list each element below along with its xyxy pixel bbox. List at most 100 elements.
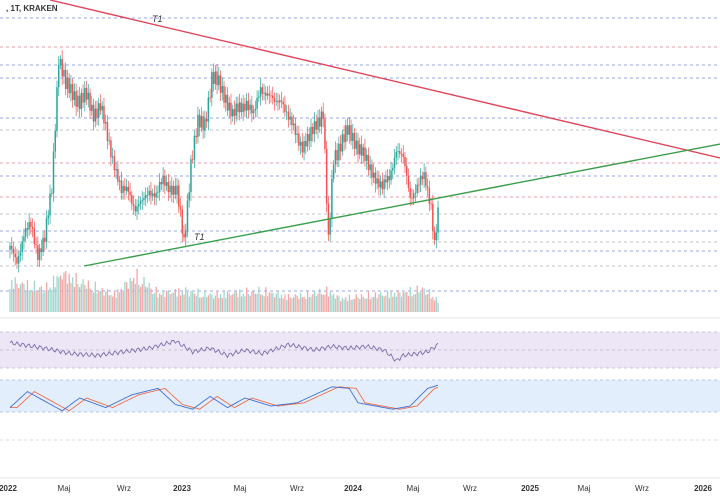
- volume-bar: [32, 291, 34, 312]
- volume-bar: [266, 296, 269, 312]
- candle-body: [171, 185, 173, 195]
- candle-body: [211, 72, 213, 98]
- x-tick-label: Maj: [578, 484, 591, 493]
- volume-bar: [385, 295, 387, 312]
- candle-body: [176, 185, 178, 195]
- candle-body: [411, 197, 413, 199]
- volume-bar: [390, 291, 392, 312]
- x-axis: 2022 Maj Wrz 2023 Maj Wrz 2024 Maj Wrz 2025 Maj Wrz…: [0, 477, 720, 493]
- x-tick-label: Wrz: [635, 484, 649, 493]
- volume-bar: [294, 294, 297, 312]
- volume-bar: [242, 293, 244, 312]
- symbol-label: , 1T, KRAKEN: [6, 4, 58, 13]
- candle-body: [435, 232, 438, 241]
- volume-bar: [320, 294, 323, 312]
- candle-body: [237, 103, 239, 113]
- volume-bar: [124, 281, 126, 312]
- volume-bar: [430, 298, 432, 312]
- volume-bar: [256, 293, 258, 312]
- candle-body: [37, 245, 39, 260]
- candle-body: [17, 255, 20, 264]
- volume-bar: [16, 283, 18, 312]
- volume-bar: [199, 297, 201, 312]
- candle-body: [24, 228, 27, 237]
- candle-body: [204, 118, 206, 131]
- volume-bar: [171, 293, 173, 312]
- volume-bar: [366, 298, 368, 312]
- trendlines[interactable]: T1 T1: [0, 0, 720, 319]
- candle-body: [75, 91, 77, 107]
- volume-bar: [79, 287, 81, 312]
- candle-body: [369, 164, 371, 171]
- volume-bar: [148, 282, 150, 312]
- volume-bar: [406, 291, 408, 312]
- candle-body: [59, 58, 62, 65]
- volume-bar: [360, 294, 363, 312]
- volume-bar: [362, 296, 364, 312]
- volume-bar: [367, 291, 370, 312]
- candle-body: [332, 164, 335, 179]
- candle-body: [374, 172, 377, 184]
- volume-bar: [45, 282, 48, 312]
- resistance-trendline[interactable]: [49, 0, 720, 159]
- volume-bar: [26, 280, 29, 312]
- volume-bar: [244, 296, 246, 312]
- stochastic-pane: [0, 379, 720, 441]
- candle-body: [97, 103, 100, 118]
- candle-body: [92, 104, 95, 122]
- candle-body: [94, 108, 97, 122]
- candle-body: [122, 185, 124, 193]
- candle-body: [219, 75, 222, 93]
- volume-bar: [383, 296, 385, 312]
- volume-bar: [206, 297, 208, 312]
- volume-bar: [211, 294, 213, 312]
- volume-bar: [399, 292, 401, 312]
- volume-bar: [14, 277, 16, 312]
- volume-bar: [185, 287, 187, 312]
- volume-bar: [400, 296, 403, 312]
- candle-body: [372, 172, 375, 178]
- volume-bar: [87, 280, 89, 312]
- volume-bar: [66, 283, 69, 312]
- volume-bar: [251, 291, 253, 312]
- volume-bar: [68, 274, 70, 312]
- candle-body: [99, 103, 102, 111]
- candle-body: [416, 184, 418, 193]
- candle-body: [56, 87, 58, 132]
- candle-body: [421, 176, 424, 180]
- support-trendline[interactable]: [83, 143, 720, 267]
- candle-body: [379, 181, 382, 188]
- volume-bar: [338, 296, 340, 312]
- candle-body: [355, 140, 358, 149]
- candle-body: [78, 95, 81, 110]
- candle-body: [91, 104, 93, 111]
- candle-body: [322, 111, 324, 119]
- candle-body: [223, 86, 225, 103]
- candle-body: [353, 132, 356, 149]
- candle-body: [228, 102, 230, 111]
- volume-bar: [19, 284, 22, 312]
- volume-bar: [253, 289, 255, 312]
- candle-body: [378, 178, 380, 188]
- volume-bar: [33, 280, 36, 312]
- candle-body: [157, 191, 159, 193]
- candlesticks: [9, 50, 439, 273]
- volume-bar: [346, 301, 349, 312]
- volume-bar: [254, 293, 257, 312]
- volume-bar: [315, 295, 317, 312]
- volume-bar: [249, 295, 251, 312]
- horizontal-levels: [0, 17, 720, 292]
- candle-body: [131, 195, 133, 204]
- candle-body: [320, 111, 323, 127]
- volume-bar: [94, 281, 96, 312]
- candle-body: [282, 101, 284, 105]
- volume-bar: [416, 285, 418, 312]
- volume-bar: [127, 288, 130, 312]
- volume-bar: [207, 295, 210, 312]
- volume-bar: [98, 290, 100, 312]
- candle-body: [294, 123, 297, 135]
- candle-body: [73, 91, 76, 101]
- volume-bar: [306, 290, 309, 312]
- volume-bar: [37, 290, 39, 312]
